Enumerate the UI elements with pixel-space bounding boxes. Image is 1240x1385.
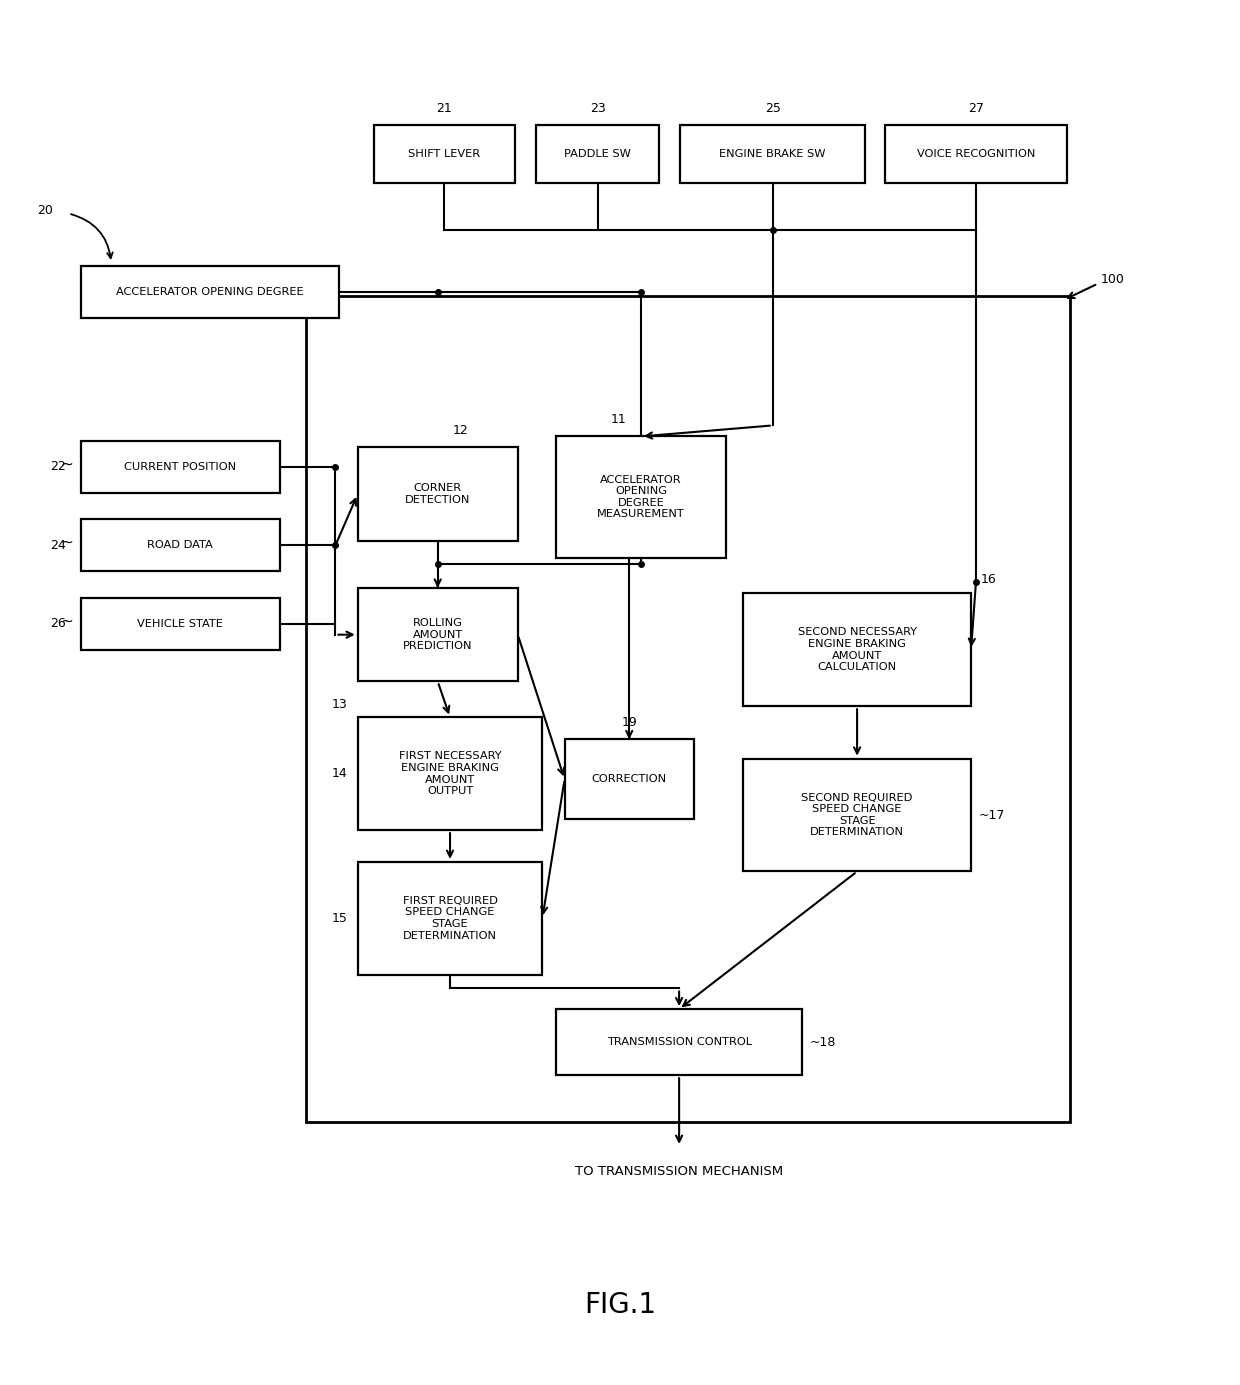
FancyBboxPatch shape (885, 125, 1068, 183)
Text: SECOND NECESSARY
ENGINE BRAKING
AMOUNT
CALCULATION: SECOND NECESSARY ENGINE BRAKING AMOUNT C… (797, 627, 916, 672)
Text: 14: 14 (332, 767, 347, 780)
Text: SHIFT LEVER: SHIFT LEVER (408, 150, 481, 159)
Text: 13: 13 (332, 698, 347, 711)
FancyBboxPatch shape (357, 717, 542, 830)
FancyBboxPatch shape (357, 447, 518, 542)
FancyBboxPatch shape (536, 125, 660, 183)
Text: ROAD DATA: ROAD DATA (148, 540, 213, 550)
FancyBboxPatch shape (743, 759, 971, 871)
Text: VEHICLE STATE: VEHICLE STATE (138, 619, 223, 629)
FancyBboxPatch shape (357, 861, 542, 975)
FancyBboxPatch shape (681, 125, 866, 183)
FancyBboxPatch shape (357, 587, 518, 681)
Text: 24: 24 (50, 539, 66, 551)
Text: 11: 11 (610, 413, 626, 427)
Text: ~: ~ (61, 457, 73, 471)
FancyBboxPatch shape (306, 296, 1070, 1122)
Text: 22: 22 (50, 460, 66, 474)
Text: ~: ~ (61, 535, 73, 550)
Text: ~17: ~17 (978, 809, 1004, 821)
FancyBboxPatch shape (743, 593, 971, 706)
Text: VOICE RECOGNITION: VOICE RECOGNITION (916, 150, 1035, 159)
Text: FIRST REQUIRED
SPEED CHANGE
STAGE
DETERMINATION: FIRST REQUIRED SPEED CHANGE STAGE DETERM… (403, 896, 497, 940)
FancyBboxPatch shape (81, 519, 280, 572)
Text: CURRENT POSITION: CURRENT POSITION (124, 461, 237, 472)
FancyBboxPatch shape (556, 436, 725, 558)
Text: 15: 15 (332, 911, 347, 925)
Text: ACCELERATOR OPENING DEGREE: ACCELERATOR OPENING DEGREE (117, 287, 304, 296)
FancyBboxPatch shape (81, 440, 280, 493)
Text: ~: ~ (61, 614, 73, 629)
Text: SECOND REQUIRED
SPEED CHANGE
STAGE
DETERMINATION: SECOND REQUIRED SPEED CHANGE STAGE DETER… (801, 792, 913, 838)
Text: 16: 16 (981, 573, 997, 586)
Text: ROLLING
AMOUNT
PREDICTION: ROLLING AMOUNT PREDICTION (403, 618, 472, 651)
Text: 19: 19 (621, 716, 637, 730)
Text: 100: 100 (1100, 273, 1125, 285)
FancyBboxPatch shape (81, 266, 340, 319)
Text: 27: 27 (968, 102, 983, 115)
Text: 26: 26 (50, 618, 66, 630)
Text: TO TRANSMISSION MECHANISM: TO TRANSMISSION MECHANISM (575, 1165, 784, 1177)
FancyBboxPatch shape (81, 597, 280, 650)
Text: 20: 20 (37, 204, 53, 217)
Text: ENGINE BRAKE SW: ENGINE BRAKE SW (719, 150, 826, 159)
Text: FIG.1: FIG.1 (584, 1291, 656, 1319)
Text: CORNER
DETECTION: CORNER DETECTION (405, 483, 470, 506)
FancyBboxPatch shape (373, 125, 516, 183)
Text: FIRST NECESSARY
ENGINE BRAKING
AMOUNT
OUTPUT: FIRST NECESSARY ENGINE BRAKING AMOUNT OU… (399, 751, 501, 796)
Text: 23: 23 (590, 102, 605, 115)
Text: 21: 21 (436, 102, 453, 115)
Text: CORRECTION: CORRECTION (591, 774, 667, 784)
FancyBboxPatch shape (564, 740, 694, 819)
Text: ACCELERATOR
OPENING
DEGREE
MEASUREMENT: ACCELERATOR OPENING DEGREE MEASUREMENT (598, 475, 684, 519)
Text: TRANSMISSION CONTROL: TRANSMISSION CONTROL (606, 1037, 751, 1047)
Text: ~18: ~18 (810, 1036, 836, 1048)
Text: 25: 25 (765, 102, 781, 115)
Text: 12: 12 (453, 424, 469, 438)
Text: PADDLE SW: PADDLE SW (564, 150, 631, 159)
FancyBboxPatch shape (556, 1010, 802, 1075)
